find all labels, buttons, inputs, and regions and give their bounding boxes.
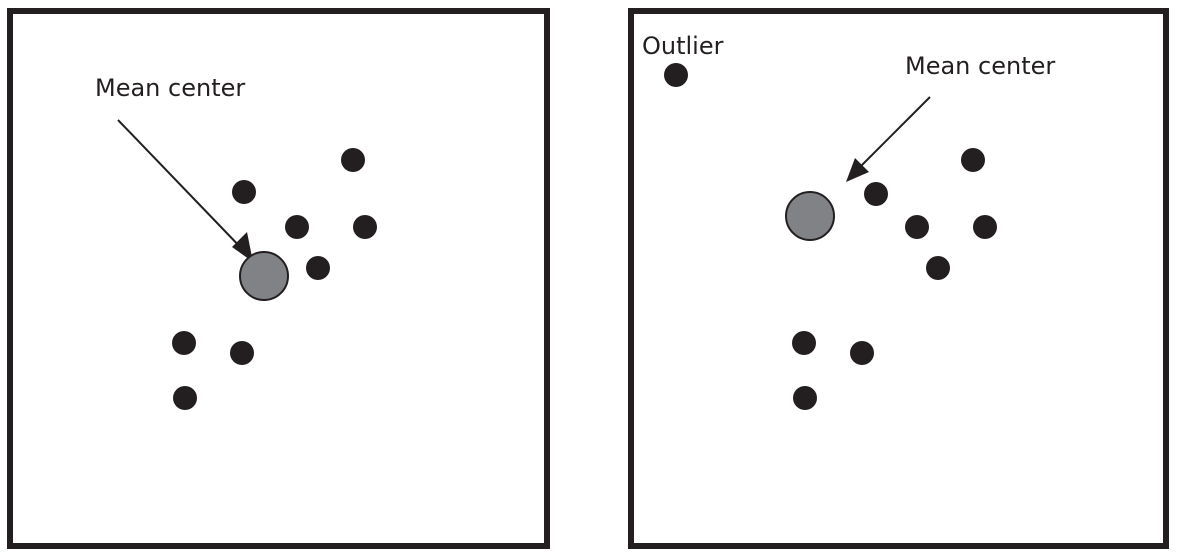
right-mean-center-label: Mean center [905, 52, 1055, 80]
left-point [341, 148, 365, 172]
left-point [230, 341, 254, 365]
left-mean-arrowhead [232, 232, 253, 262]
left-mean-center-label: Mean center [95, 74, 245, 102]
right-point [850, 341, 874, 365]
right-mean-center [785, 191, 835, 241]
right-point [973, 215, 997, 239]
left-point [172, 331, 196, 355]
outlier-point [664, 63, 688, 87]
right-point [792, 331, 816, 355]
left-point [173, 386, 197, 410]
right-point [926, 256, 950, 280]
left-point [285, 215, 309, 239]
outlier-label: Outlier [642, 32, 724, 60]
right-panel-frame [628, 8, 1169, 549]
left-mean-center [239, 251, 289, 301]
right-point [905, 215, 929, 239]
left-point [232, 180, 256, 204]
right-point [793, 386, 817, 410]
right-point [961, 148, 985, 172]
right-panel: Outlier Mean center [628, 8, 1169, 549]
left-point [353, 215, 377, 239]
left-panel: Mean center [7, 8, 550, 549]
right-mean-arrow [854, 96, 931, 173]
left-panel-frame [7, 8, 550, 549]
left-point [306, 256, 330, 280]
right-mean-arrowhead [846, 158, 869, 182]
right-point [864, 182, 888, 206]
left-mean-arrow [117, 119, 247, 254]
